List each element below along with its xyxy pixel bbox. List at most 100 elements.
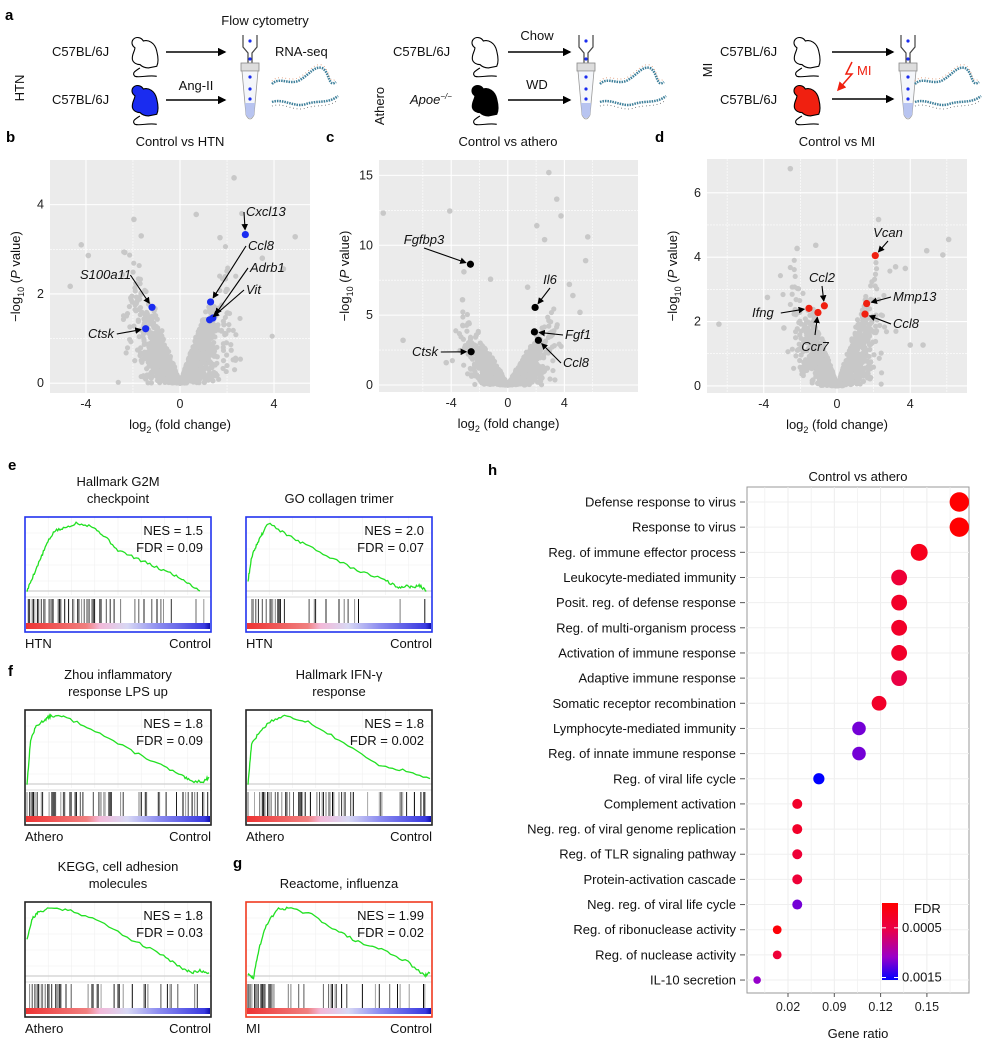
gene-point <box>945 236 952 243</box>
gene-point <box>204 365 210 371</box>
panel-letter-b: b <box>6 129 15 146</box>
gene-point <box>857 381 863 387</box>
gene-point <box>137 281 143 287</box>
gene-point <box>132 358 138 364</box>
gene-point <box>446 208 453 214</box>
gene-point <box>791 365 797 371</box>
gene-point <box>879 312 886 319</box>
gene-point <box>78 242 85 248</box>
highlighted-gene-point <box>871 251 879 260</box>
gene-point <box>546 318 552 324</box>
gene-point <box>797 318 803 324</box>
gene-point <box>475 328 481 334</box>
gene-point <box>151 358 157 364</box>
gene-point <box>473 343 479 349</box>
control-mouse-icon <box>131 36 159 78</box>
gene-point <box>863 293 869 300</box>
highlighted-gene-point <box>531 303 539 312</box>
gene-point <box>200 317 206 323</box>
flow-tube-icon <box>240 34 260 120</box>
gene-point <box>862 372 868 378</box>
gene-point <box>237 356 244 362</box>
gene-point <box>805 325 811 331</box>
gene-point <box>791 257 797 263</box>
gene-point <box>857 340 863 347</box>
gene-point <box>85 252 92 259</box>
gene-point <box>539 325 545 331</box>
gene-point <box>793 353 799 359</box>
gene-point <box>940 252 946 258</box>
gene-point <box>468 340 475 346</box>
gene-point <box>789 346 795 352</box>
gene-point <box>529 378 535 384</box>
gene-point <box>540 363 546 370</box>
gene-point <box>380 210 387 216</box>
gene-point <box>292 233 298 240</box>
gene-point <box>115 379 121 385</box>
gene-point <box>794 285 800 292</box>
gene-point <box>157 344 164 350</box>
plot-background <box>379 160 638 392</box>
highlighted-gene-point <box>206 316 214 324</box>
gene-point <box>160 376 166 382</box>
gene-point <box>881 292 887 299</box>
gene-label: Vit <box>246 282 262 297</box>
gene-point <box>139 310 145 316</box>
gene-point <box>145 380 151 386</box>
gene-point <box>208 375 215 381</box>
lightning-injury-icon <box>837 61 854 92</box>
mi-mouse-icon <box>793 84 821 126</box>
gene-point <box>876 355 882 361</box>
gene-point <box>121 249 128 256</box>
gene-point <box>546 323 552 329</box>
gene-label: Cxcl13 <box>246 204 287 219</box>
gene-point <box>123 350 129 356</box>
gene-point <box>841 371 847 377</box>
gene-point <box>858 373 864 380</box>
gene-point <box>923 247 930 254</box>
gene-point <box>818 348 824 354</box>
gene-point <box>224 268 230 274</box>
gene-point <box>860 319 866 325</box>
gene-point <box>223 368 229 375</box>
gene-point <box>506 380 512 386</box>
gene-point <box>523 349 530 355</box>
group-label-htn: HTN <box>12 75 27 102</box>
gene-point <box>222 243 229 250</box>
gene-point <box>489 375 495 381</box>
gene-point <box>816 331 822 337</box>
gene-label: Ccl8 <box>563 355 590 370</box>
gene-point <box>483 375 490 381</box>
gene-point <box>780 291 786 298</box>
gene-point <box>806 353 812 359</box>
gene-point <box>170 367 176 373</box>
gene-point <box>222 330 228 337</box>
gene-point <box>527 366 533 372</box>
gene-point <box>858 351 864 357</box>
gene-point <box>800 349 806 355</box>
gene-point <box>199 328 205 334</box>
gene-point <box>540 368 546 374</box>
gene-point <box>128 297 134 303</box>
gene-point <box>202 345 208 351</box>
gene-point <box>798 328 804 334</box>
gene-point <box>228 342 234 348</box>
gene-point <box>566 281 573 288</box>
gene-label: Ctsk <box>412 344 440 359</box>
gene-point <box>835 381 841 388</box>
gene-point <box>716 321 722 327</box>
arrow-icon <box>215 267 249 315</box>
gene-point <box>170 378 176 384</box>
gene-point <box>544 365 551 371</box>
gene-point <box>860 358 867 364</box>
gene-point <box>139 357 145 363</box>
gene-point <box>231 175 237 181</box>
gene-point <box>224 352 230 358</box>
gene-point <box>803 329 809 336</box>
gene-point <box>222 273 228 280</box>
gene-point <box>789 284 795 290</box>
gene-point <box>800 290 806 296</box>
gene-point <box>150 320 156 326</box>
gene-point <box>478 347 484 353</box>
